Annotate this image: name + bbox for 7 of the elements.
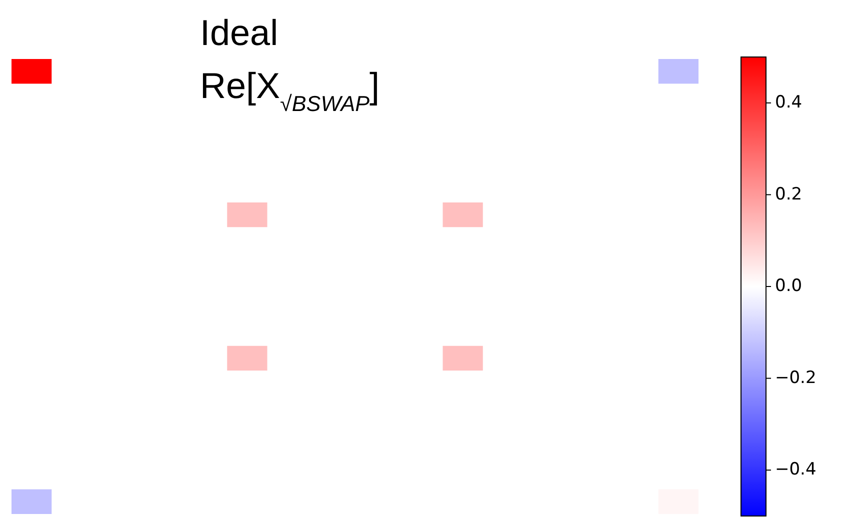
color-bar-label: 0.4 (775, 92, 802, 113)
color-bar-label: −0.4 (775, 460, 816, 480)
chart-subtitle: Re[X$_{√BSWAP}$] (200, 65, 380, 116)
color-bar-label: 0.2 (775, 184, 802, 204)
chart-title: Ideal (200, 12, 278, 53)
color-bar-label: −0.2 (775, 368, 816, 388)
color-bar-label: 0.0 (775, 276, 802, 296)
